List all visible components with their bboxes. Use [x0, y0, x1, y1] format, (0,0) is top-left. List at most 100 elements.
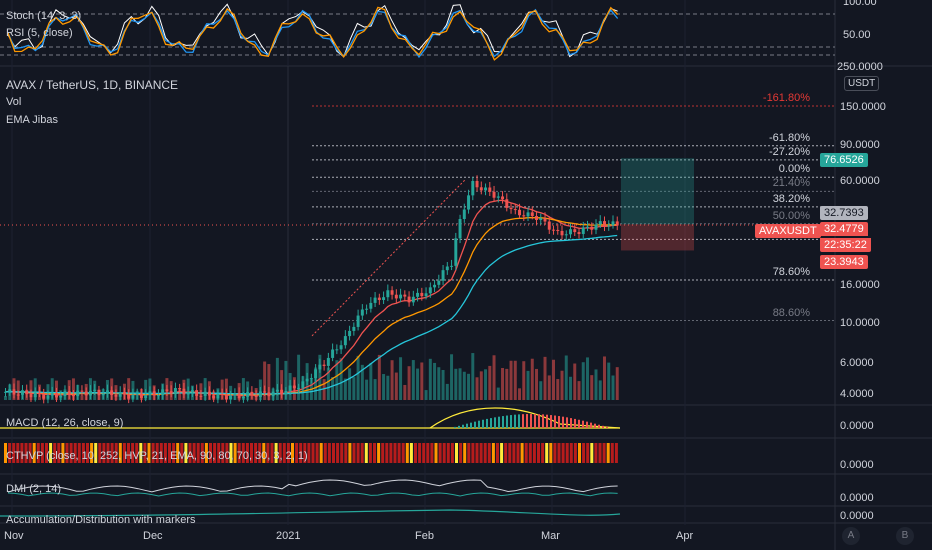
volume-bar — [569, 376, 572, 400]
candle-body — [556, 229, 560, 231]
cthvp-bar — [45, 443, 48, 463]
volume-bar — [326, 367, 330, 400]
cthvp-bar — [188, 443, 192, 463]
candle-body — [509, 207, 513, 210]
candle-body — [297, 387, 301, 389]
cthvp-bar — [414, 443, 417, 463]
cthvp-bar — [94, 443, 98, 463]
candle-body — [343, 336, 347, 346]
volume-bar — [394, 372, 398, 400]
candle-body — [80, 390, 84, 392]
volume-bar — [467, 373, 471, 400]
candle-body — [547, 221, 551, 230]
cthvp-bar — [442, 443, 446, 463]
candle-body — [127, 394, 131, 399]
volume-bar — [348, 368, 352, 400]
axis-dmi-zero: 0.0000 — [840, 492, 874, 504]
volume-bar — [450, 354, 454, 400]
cthvp-bar — [397, 443, 401, 463]
cthvp-bar — [86, 443, 89, 463]
macd-histogram-bar — [538, 414, 540, 428]
candle-body — [105, 390, 109, 394]
axis-macd-zero: 0.0000 — [840, 420, 874, 432]
candle-body — [195, 390, 199, 396]
candle-body — [71, 394, 75, 397]
cthvp-bar — [139, 443, 143, 463]
macd-histogram-bar — [494, 417, 496, 428]
cthvp-bar — [147, 443, 151, 463]
candle-body — [416, 292, 420, 297]
cthvp-bar — [176, 443, 180, 463]
candle-body — [598, 221, 602, 225]
candle-body — [93, 389, 97, 391]
cthvp-bar — [131, 443, 135, 463]
cthvp-label[interactable]: CTHVP (close, 10, 252, HVP, 21, EMA, 90,… — [6, 450, 308, 462]
macd-label[interactable]: MACD (12, 26, close, 9) — [6, 417, 124, 429]
candle-body — [156, 395, 160, 397]
stoch-label[interactable]: Stoch (14, 3, 3) — [6, 10, 82, 22]
cthvp-bar — [192, 443, 196, 463]
candle-body — [450, 265, 454, 267]
cthvp-bar — [12, 443, 16, 463]
ad-line — [0, 509, 621, 517]
cthvp-bar — [209, 443, 212, 463]
candle-body — [309, 378, 313, 380]
cthvp-bar — [143, 443, 147, 463]
candle-body — [97, 389, 101, 396]
ad-label[interactable]: Accumulation/Distribution with markers — [6, 514, 196, 526]
cthvp-bar — [418, 443, 422, 463]
cthvp-bar — [57, 443, 61, 463]
cthvp-bar — [81, 443, 85, 463]
rsi-label[interactable]: RSI (5, close) — [6, 27, 73, 39]
ema-label[interactable]: EMA Jibas — [6, 114, 58, 126]
cthvp-bar — [549, 443, 553, 463]
log-scale-button[interactable]: A — [842, 527, 860, 545]
cthvp-bar — [266, 443, 270, 463]
candle-body — [522, 215, 526, 217]
ema-slow-line — [5, 234, 618, 395]
candle-body — [186, 392, 190, 395]
cthvp-bar — [368, 443, 372, 463]
candle-body — [475, 180, 479, 188]
currency-button[interactable]: USDT — [844, 76, 880, 91]
cthvp-bar — [4, 443, 7, 463]
macd-histogram-bar — [566, 417, 568, 428]
dmi-label[interactable]: DMI (2, 14) — [6, 483, 62, 495]
volume-bar — [594, 369, 598, 400]
macd-histogram-bar — [454, 426, 456, 428]
cthvp-bar — [471, 443, 475, 463]
volume-bar — [496, 387, 500, 400]
cthvp-bar — [537, 443, 540, 463]
cthvp-bar — [315, 443, 319, 463]
cthvp-bar — [24, 443, 28, 463]
fib-label: 0.00% — [778, 163, 810, 176]
cthvp-bar — [557, 443, 561, 463]
cthvp-bar — [479, 443, 483, 463]
cthvp-bar — [602, 443, 606, 463]
candle-body — [165, 389, 169, 392]
candle-body — [76, 390, 80, 397]
volume-bar — [390, 360, 394, 400]
candle-body — [8, 389, 12, 392]
cthvp-bar — [122, 443, 126, 463]
candle-body — [42, 393, 46, 399]
volume-bar — [178, 388, 182, 400]
candle-body — [88, 390, 92, 396]
macd-histogram-bar — [606, 426, 608, 428]
vol-label[interactable]: Vol — [6, 96, 22, 108]
candle-body — [207, 391, 211, 396]
cthvp-bar — [184, 443, 188, 463]
rsi-line — [7, 3, 618, 58]
volume-bar — [428, 358, 432, 400]
auto-scale-button[interactable]: B — [896, 527, 914, 545]
macd-histogram-bar — [498, 416, 500, 428]
candle-body — [390, 290, 394, 295]
macd-histogram-bar — [514, 414, 516, 428]
cthvp-bar — [541, 443, 545, 463]
cthvp-bar — [98, 443, 102, 463]
stoch-d-line — [7, 6, 619, 61]
entry-price-tag: 32.7393 — [820, 206, 868, 220]
volume-bar — [471, 353, 475, 400]
macd-histogram-bar — [562, 416, 564, 428]
